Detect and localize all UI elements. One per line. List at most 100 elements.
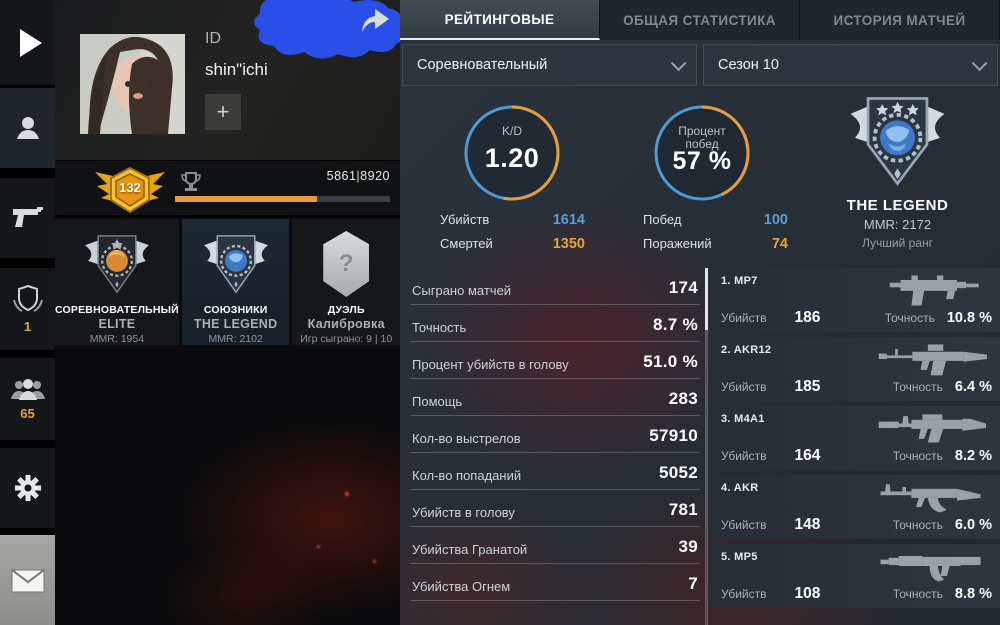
weapon-row-akr12: 2. AKR12 Убийств 185 Точность <box>710 337 1000 401</box>
weapon-accuracy-value: 8.8 % <box>954 586 992 602</box>
add-friend-button[interactable]: + <box>205 94 241 130</box>
stat-label: Убийства Огнем <box>412 579 511 594</box>
stat-value: 781 <box>668 500 698 519</box>
sidebar-item-profile[interactable] <box>0 88 55 168</box>
best-rank-block: THE LEGEND MMR: 2172 Лучший ранг <box>820 92 975 250</box>
rank-mmr: MMR: 2102 <box>208 333 263 345</box>
play-icon <box>19 28 42 57</box>
rank-card-duel[interactable]: ? ДУЭЛЬ Калибровка Игр сыграно: 9 | 10 <box>292 219 401 345</box>
weapon-accuracy-value: 6.4 % <box>954 379 992 395</box>
tab-label: ОБЩАЯ СТАТИСТИКА <box>623 12 776 28</box>
weapon-accuracy-label: Точность <box>892 518 943 532</box>
level-number: 132 <box>119 180 141 195</box>
xp-progress-fill <box>175 196 317 202</box>
duel-unranked-icon: ? <box>323 231 370 297</box>
tab-general-stats[interactable]: ОБЩАЯ СТАТИСТИКА <box>600 0 800 40</box>
weapon-row-mp5: 5. MP5 Убийств 108 Точность 8.8 % <box>710 544 1000 608</box>
weapon-name: 5. MP5 <box>721 551 758 563</box>
stat-value: 174 <box>668 278 698 297</box>
wins-label: Побед <box>643 212 682 227</box>
weapon-kills-label: Убийств <box>721 518 767 532</box>
stat-label: Кол-во выстрелов <box>412 431 521 446</box>
deaths-label: Смертей <box>440 236 493 251</box>
weapon-accuracy-label: Точность <box>892 449 943 463</box>
ember-particle <box>373 560 376 563</box>
weapon-name: 1. MP7 <box>721 275 758 287</box>
sidebar-item-ranked[interactable]: 1 <box>0 268 55 350</box>
stat-row: Точность 8.7 % <box>410 305 700 342</box>
level-badge: 132 <box>93 166 167 214</box>
rank-name: ELITE <box>98 317 136 331</box>
weapon-kills-value: 164 <box>794 447 821 464</box>
chevron-down-icon <box>670 55 687 71</box>
stat-row: Убийства Гранатой 39 <box>410 527 700 564</box>
ember-particle <box>345 492 349 496</box>
rank-card-allies[interactable]: СОЮЗНИКИ THE LEGEND MMR: 2102 <box>181 219 290 345</box>
weapon-stats: Убийств 185 Точность 6.4 % <box>721 378 992 396</box>
stat-row: Помощь 283 <box>410 379 700 416</box>
stat-value: 5052 <box>658 463 698 482</box>
elite-rank-badge-icon <box>84 235 149 294</box>
friends-count: 65 <box>20 406 35 421</box>
kd-ring-icon <box>464 105 560 201</box>
weapons-list: 1. MP7 Убийств 186 Точность 10.8 % <box>705 268 1000 625</box>
weapon-accuracy-label: Точность <box>892 380 943 394</box>
rank-games: Игр сыграно: 9 | 10 <box>300 333 393 345</box>
sidebar-item-mail[interactable] <box>0 535 55 625</box>
stat-label: Убийства Гранатой <box>412 542 528 557</box>
player-id-label: ID <box>205 30 221 47</box>
weapon-accuracy-value: 8.2 % <box>954 448 992 464</box>
rank-mode-title: СОРЕВНОВАТЕЛЬНЫЙ <box>55 304 179 316</box>
ranks-row: СОРЕВНОВАТЕЛЬНЫЙ ELITE MMR: 1954 <box>55 219 401 345</box>
tab-match-history[interactable]: ИСТОРИЯ МАТЧЕЙ <box>800 0 1000 40</box>
weapons-scrollbar[interactable] <box>705 268 708 625</box>
stat-label: Убийств в голову <box>412 505 515 520</box>
sidebar-item-settings[interactable] <box>0 448 55 528</box>
weapon-kills-label: Убийств <box>721 449 767 463</box>
rank-card-competitive[interactable]: СОРЕВНОВАТЕЛЬНЫЙ ELITE MMR: 1954 <box>55 219 179 345</box>
friends-icon <box>10 379 45 400</box>
stat-label: Кол-во попаданий <box>412 468 522 483</box>
rank-name: Калибровка <box>307 317 385 331</box>
level-strip: 132 5861|8920 <box>55 160 400 217</box>
sidebar-item-play[interactable] <box>0 0 55 85</box>
winrate-value: 57 % <box>672 147 732 175</box>
stats-list: Сыграно матчей 174 Точность 8.7 % Процен… <box>410 268 700 601</box>
weapon-row-akr: 4. AKR Убийств 148 Точность 6.0 % <box>710 475 1000 539</box>
profile-icon <box>16 117 39 139</box>
app-sidebar: 1 65 <box>0 0 55 625</box>
stat-value: 283 <box>668 389 698 408</box>
akr-weapon-icon <box>880 484 981 513</box>
season-select[interactable]: Сезон 10 <box>703 44 998 86</box>
deaths-value: 1350 <box>552 236 585 252</box>
weapon-accuracy-label: Точность <box>892 587 943 601</box>
kd-value: 1.20 <box>484 143 540 173</box>
rank-name: THE LEGEND <box>193 317 278 331</box>
winrate-detail-rows: Побед 100 Поражений 74 <box>643 212 788 260</box>
scrollbar-thumb[interactable] <box>705 268 708 330</box>
stat-label: Точность <box>412 320 467 335</box>
stat-row: Убийства Огнем 7 <box>410 564 700 601</box>
weapon-kills-value: 148 <box>794 516 821 533</box>
season-select-value: Сезон 10 <box>718 57 779 73</box>
stats-tab-bar: РЕЙТИНГОВЫЕ ОБЩАЯ СТАТИСТИКА ИСТОРИЯ МАТ… <box>400 0 1000 40</box>
mode-select-value: Соревновательный <box>417 57 548 73</box>
background-ember-glow <box>55 345 400 625</box>
mode-select[interactable]: Соревновательный <box>402 44 697 86</box>
sidebar-item-weapons[interactable] <box>0 178 55 258</box>
weapon-kills-label: Убийств <box>721 311 767 325</box>
weapon-accuracy-label: Точность <box>884 311 935 325</box>
legend-rank-badge-icon <box>203 235 268 294</box>
filter-row: Соревновательный Сезон 10 <box>400 44 1000 86</box>
kd-detail-rows: Убийств 1614 Смертей 1350 <box>440 212 585 260</box>
weapon-name: 2. AKR12 <box>721 344 772 356</box>
share-icon[interactable] <box>358 6 392 36</box>
sidebar-item-friends[interactable]: 65 <box>0 358 55 440</box>
stat-label: Сыграно матчей <box>412 283 512 298</box>
tab-rated[interactable]: РЕЙТИНГОВЫЕ <box>400 0 600 40</box>
mp5-weapon-icon <box>880 556 981 582</box>
weapon-kills-label: Убийств <box>721 380 767 394</box>
xp-progress-text: 5861|8920 <box>326 169 390 183</box>
weapon-accuracy-value: 10.8 % <box>946 310 992 326</box>
